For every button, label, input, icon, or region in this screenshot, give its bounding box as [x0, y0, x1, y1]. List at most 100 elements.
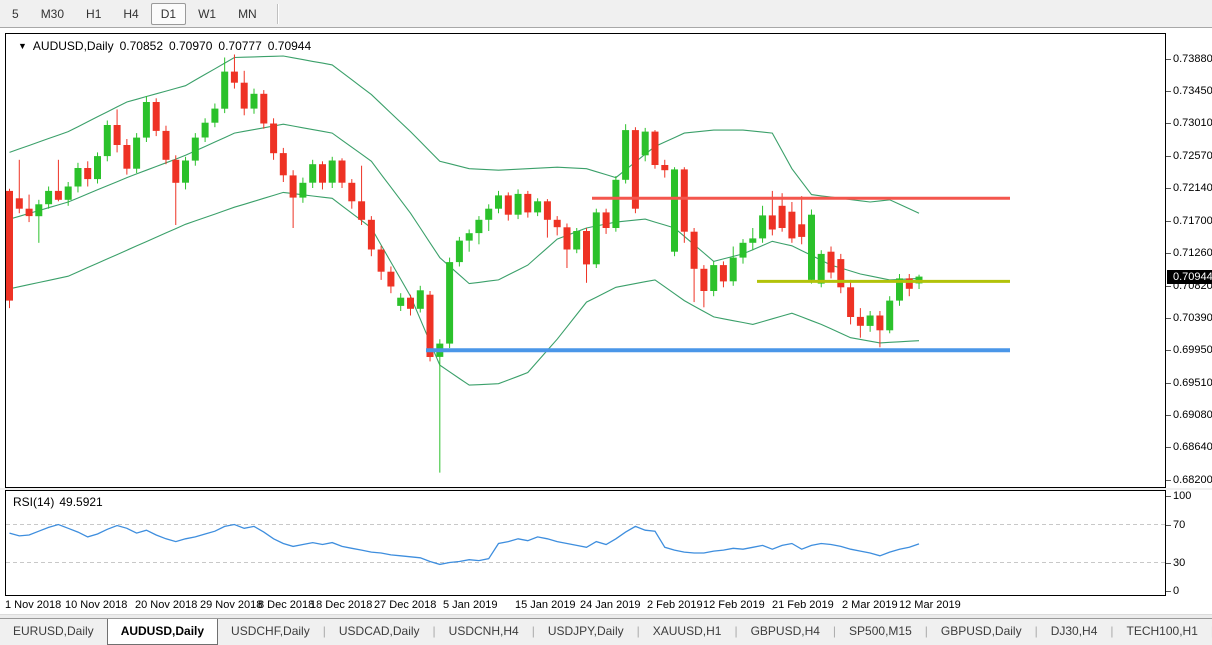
chart-menu-icon[interactable]: ▼ — [18, 41, 27, 51]
timeframe-button-d1[interactable]: D1 — [150, 2, 187, 25]
candle-body — [465, 233, 473, 241]
rsi-axis-label: 100 — [1173, 490, 1192, 502]
candle-body — [113, 125, 121, 145]
tab-separator: | — [1110, 624, 1114, 638]
price-axis-tick — [1166, 187, 1171, 189]
candle-body — [592, 212, 600, 265]
candle-body — [573, 231, 581, 250]
toolbar-separator — [276, 3, 279, 24]
candle-body — [475, 219, 483, 234]
timeframe-button-m30[interactable]: M30 — [40, 6, 65, 21]
candle-body — [348, 182, 356, 202]
timeframe-button-w1[interactable]: W1 — [198, 6, 217, 21]
candle-body — [25, 208, 33, 217]
price-axis-label: 0.73450 — [1173, 84, 1212, 97]
rsi-name: RSI(14) — [13, 495, 55, 509]
rsi-axis-tick — [1166, 562, 1171, 564]
candle-body — [837, 259, 845, 288]
tab-gbpusd-daily[interactable]: GBPUSD,Daily — [940, 624, 1022, 638]
candle-body — [876, 315, 884, 331]
candle-body — [817, 253, 825, 284]
panel-divider[interactable] — [0, 488, 1212, 490]
tab-separator: | — [1034, 624, 1038, 638]
candle-body — [671, 169, 678, 252]
time-axis-label: 24 Jan 2019 — [580, 599, 641, 611]
timeframe-button-mn[interactable]: MN — [238, 6, 257, 21]
tab-gbpusd-h4[interactable]: GBPUSD,H4 — [750, 624, 820, 638]
candlestick-chart[interactable] — [6, 34, 1165, 487]
candle-body — [45, 190, 53, 205]
candle-body — [240, 82, 248, 109]
tab-separator: | — [531, 624, 535, 638]
rsi-chart[interactable] — [6, 491, 1165, 595]
tab-sp500-m15[interactable]: SP500,M15 — [849, 624, 912, 638]
tab-dj30-h4[interactable]: DJ30,H4 — [1050, 624, 1098, 638]
price-axis-tick — [1166, 414, 1171, 416]
rsi-panel[interactable]: RSI(14) 49.5921 — [5, 490, 1166, 596]
candle-body — [798, 224, 806, 237]
price-axis-tick — [1166, 90, 1171, 92]
price-axis-label: 0.71700 — [1173, 214, 1212, 227]
tab-usdjpy-daily[interactable]: USDJPY,Daily — [547, 624, 624, 638]
tab-usdchf-daily[interactable]: USDCHF,Daily — [231, 624, 310, 638]
price-axis-tick — [1166, 220, 1171, 222]
rsi-axis-tick — [1166, 524, 1171, 526]
timeframe-button-5[interactable]: 5 — [12, 6, 19, 21]
candle-body — [749, 238, 757, 243]
price-axis-label: 0.69950 — [1173, 344, 1212, 357]
candle-body — [700, 268, 708, 291]
candle-body — [446, 262, 454, 344]
tab-separator: | — [636, 624, 640, 638]
candle-body — [768, 215, 776, 230]
tab-usdcnh-h4[interactable]: USDCNH,H4 — [448, 624, 519, 638]
price-axis-tick — [1166, 285, 1171, 287]
rsi-axis-label: 0 — [1173, 585, 1180, 597]
candle-body — [54, 190, 62, 200]
price-axis-tick — [1166, 480, 1171, 482]
time-axis-label: 27 Dec 2018 — [374, 599, 437, 611]
candle-body — [74, 168, 82, 187]
price-axis-tick — [1166, 447, 1171, 449]
timeframe-button-h1[interactable]: H1 — [86, 6, 102, 21]
time-axis[interactable]: 1 Nov 2018 10 Nov 2018 20 Nov 2018 29 Nov 2… — [5, 596, 1166, 614]
bollinger-lower-band — [9, 191, 920, 386]
candle-body — [788, 211, 796, 239]
time-axis-label: 12 Mar 2019 — [899, 599, 961, 611]
chart-scrollbar[interactable] — [0, 614, 1212, 618]
tab-eurusd-daily[interactable]: EURUSD,Daily — [13, 624, 94, 638]
chart-open: 0.70852 — [119, 39, 163, 53]
candle-body — [152, 102, 160, 131]
rsi-axis-tick — [1166, 591, 1171, 592]
candle-body — [602, 212, 610, 228]
candle-body — [651, 131, 659, 165]
candle-body — [495, 195, 502, 209]
tab-separator: | — [832, 624, 837, 638]
candle-body — [289, 175, 297, 198]
timeframe-button-h4[interactable]: H4 — [123, 6, 139, 21]
rsi-axis-tick — [1166, 496, 1171, 497]
candle-body — [886, 300, 894, 331]
price-axis-tick — [1166, 317, 1171, 319]
main-chart-panel[interactable]: ▼ AUDUSD,Daily 0.70852 0.70970 0.70777 0… — [5, 33, 1166, 488]
rsi-value: 49.5921 — [59, 495, 103, 509]
tab-audusd-daily[interactable]: AUDUSD,Daily — [106, 619, 219, 645]
candle-body — [103, 125, 111, 157]
candle-body — [201, 122, 209, 138]
tab-usdcad-daily[interactable]: USDCAD,Daily — [338, 624, 420, 638]
candle-body — [6, 190, 13, 301]
tab-xauusd-h1[interactable]: XAUUSD,H1 — [652, 624, 722, 638]
candle-body — [94, 156, 101, 180]
price-axis-label: 0.73880 — [1173, 52, 1212, 65]
candle-body — [680, 169, 688, 232]
tab-separator: | — [734, 624, 738, 638]
price-axis[interactable]: 0.73880 0.73450 0.73010 0.72570 0.72140 0.717… — [1166, 33, 1212, 597]
candle-body — [719, 265, 727, 282]
candle-body — [847, 287, 855, 317]
candle-body — [299, 182, 307, 198]
tab-tech100-h1[interactable]: TECH100,H1 — [1126, 624, 1198, 638]
candle-body — [279, 153, 287, 176]
candle-body — [407, 297, 414, 309]
candle-body — [270, 123, 278, 154]
candle-body — [84, 168, 92, 180]
time-axis-label: 2 Mar 2019 — [842, 599, 898, 611]
